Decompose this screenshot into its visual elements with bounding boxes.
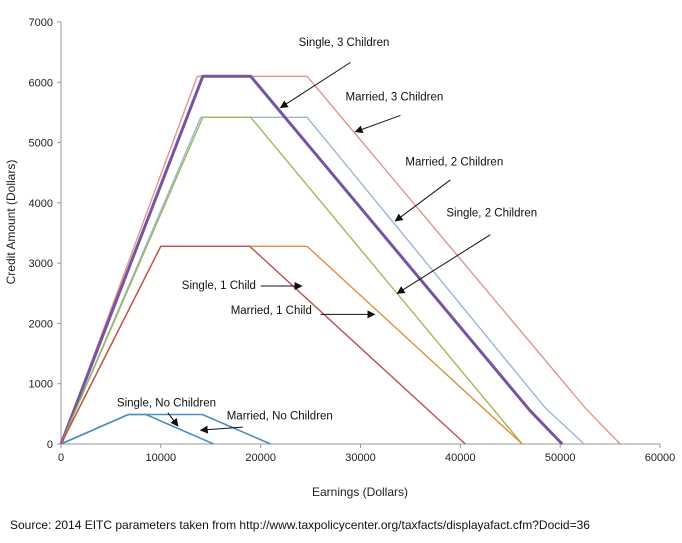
annotation-arrow bbox=[199, 425, 243, 434]
annotation-arrow bbox=[394, 179, 451, 222]
annotation-arrow bbox=[279, 61, 351, 109]
annotation-arrow bbox=[354, 114, 401, 134]
annotation-label: Single, No Children bbox=[117, 398, 216, 410]
annotation-label: Married, 1 Child bbox=[231, 305, 312, 317]
x-tick-label: 20000 bbox=[245, 452, 276, 464]
series-line-single-2-children bbox=[60, 116, 523, 445]
x-tick-label: 0 bbox=[58, 452, 64, 464]
y-tick-label: 5000 bbox=[29, 138, 53, 150]
annotation-arrow bbox=[167, 412, 179, 427]
annotation-label: Single, 3 Children bbox=[299, 37, 390, 49]
y-tick-label: 1000 bbox=[29, 379, 53, 391]
x-tick-label: 60000 bbox=[645, 452, 676, 464]
source-note: Source: 2014 EITC parameters taken from … bbox=[10, 518, 590, 532]
series-line-single-3-children bbox=[59, 74, 564, 446]
x-tick-label: 30000 bbox=[345, 452, 376, 464]
annotation-label: Married, 2 Children bbox=[405, 156, 503, 168]
y-axis-title: Credit Amount (Dollars) bbox=[4, 160, 18, 285]
y-tick-label: 4000 bbox=[29, 198, 53, 210]
annotation-arrow bbox=[396, 234, 491, 294]
x-axis-title: Earnings (Dollars) bbox=[312, 485, 408, 499]
y-tick-label: 2000 bbox=[29, 318, 53, 330]
x-tick-label: 50000 bbox=[545, 452, 576, 464]
x-tick-label: 40000 bbox=[445, 452, 476, 464]
y-tick-label: 3000 bbox=[29, 258, 53, 270]
annotation-label: Married, No Children bbox=[227, 410, 333, 422]
axes: 0 10000 20000 30000 40000 50000 60000 0 1000 2000… bbox=[29, 17, 676, 464]
annotations: Single, 3 Children Married, 3 Children Mar… bbox=[117, 37, 537, 434]
y-tick-label: 7000 bbox=[29, 17, 53, 29]
x-tick-label: 10000 bbox=[146, 452, 177, 464]
series-line-single-no-children bbox=[60, 413, 215, 445]
annotation-label: Single, 2 Children bbox=[446, 208, 537, 220]
eitc-chart: 0 10000 20000 30000 40000 50000 60000 0 1000 2000… bbox=[4, 17, 676, 499]
series-line-married-3-children bbox=[60, 75, 621, 445]
series-lines bbox=[59, 74, 621, 446]
y-tick-label: 0 bbox=[47, 439, 53, 451]
annotation-label: Single, 1 Child bbox=[182, 280, 256, 292]
annotation-label: Married, 3 Children bbox=[346, 91, 444, 103]
series-line-single-1-child bbox=[60, 245, 466, 445]
series-line-married-2-children bbox=[60, 116, 585, 445]
y-tick-label: 6000 bbox=[29, 77, 53, 89]
